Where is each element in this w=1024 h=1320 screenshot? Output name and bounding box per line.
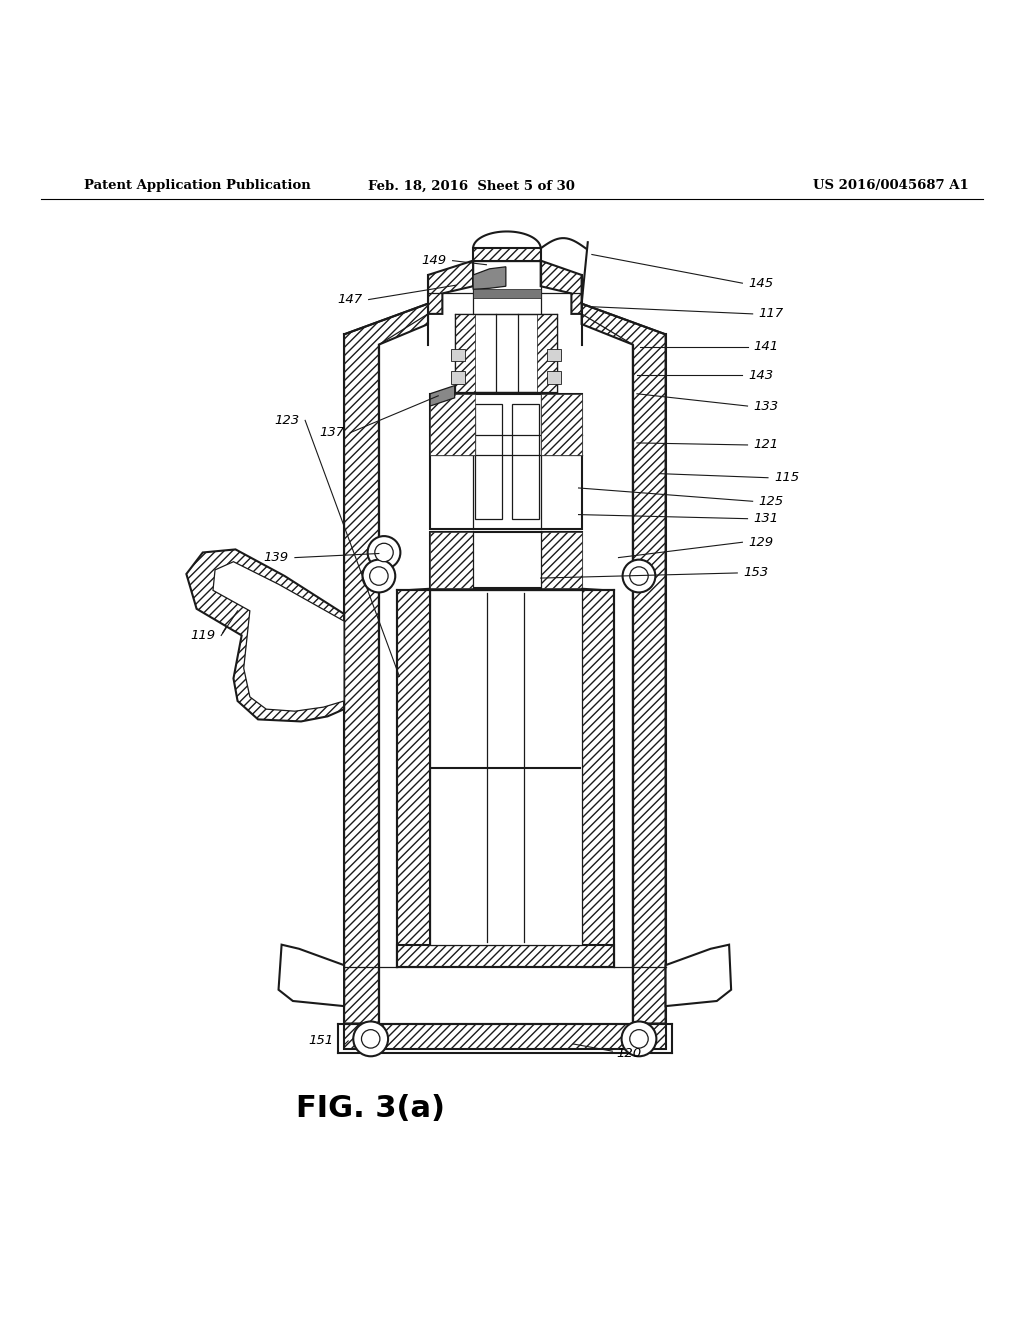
Text: 147: 147 [337, 293, 362, 306]
Polygon shape [344, 304, 428, 1023]
Polygon shape [537, 314, 557, 392]
Text: 125: 125 [759, 495, 784, 508]
Polygon shape [397, 945, 614, 968]
Text: 137: 137 [318, 426, 344, 440]
Polygon shape [582, 304, 666, 1023]
Bar [473, 289, 541, 297]
Bar [451, 348, 465, 360]
Polygon shape [541, 260, 582, 314]
Bar [455, 314, 557, 392]
Circle shape [375, 544, 393, 562]
Text: 141: 141 [754, 341, 779, 354]
Circle shape [368, 536, 400, 569]
Circle shape [361, 1030, 380, 1048]
Bar [475, 404, 502, 519]
Polygon shape [473, 248, 541, 260]
Text: 149: 149 [421, 255, 446, 267]
Polygon shape [473, 267, 506, 289]
Bar [451, 371, 465, 384]
Text: 120: 120 [616, 1047, 642, 1060]
Polygon shape [397, 590, 430, 968]
Polygon shape [430, 532, 473, 589]
Bar [430, 590, 582, 945]
Bar [512, 404, 539, 519]
Text: 115: 115 [774, 471, 800, 484]
Text: Patent Application Publication: Patent Application Publication [84, 180, 310, 193]
Polygon shape [344, 1023, 666, 1049]
Bar [430, 393, 582, 529]
Circle shape [370, 566, 388, 585]
Text: Feb. 18, 2016  Sheet 5 of 30: Feb. 18, 2016 Sheet 5 of 30 [368, 180, 574, 193]
Bar [547, 371, 561, 384]
Polygon shape [430, 393, 475, 455]
Circle shape [630, 566, 648, 585]
Polygon shape [186, 549, 344, 722]
Text: 133: 133 [754, 400, 779, 413]
Text: US 2016/0045687 A1: US 2016/0045687 A1 [813, 180, 969, 193]
Polygon shape [541, 393, 582, 455]
Text: 119: 119 [189, 628, 215, 642]
Bar [430, 532, 582, 589]
Text: 153: 153 [743, 566, 769, 579]
Polygon shape [213, 562, 344, 711]
Polygon shape [279, 945, 344, 1006]
Polygon shape [430, 385, 455, 407]
Text: 139: 139 [263, 552, 289, 564]
Circle shape [622, 1022, 656, 1056]
Polygon shape [455, 314, 475, 392]
Polygon shape [358, 292, 653, 1023]
Circle shape [623, 560, 655, 593]
Circle shape [362, 560, 395, 593]
Circle shape [630, 1030, 648, 1048]
Text: FIG. 3(a): FIG. 3(a) [296, 1094, 445, 1123]
Text: 129: 129 [749, 536, 774, 549]
Bar [547, 348, 561, 360]
Polygon shape [541, 532, 582, 589]
Text: 143: 143 [749, 368, 774, 381]
Text: 121: 121 [754, 438, 779, 451]
Text: 131: 131 [754, 512, 779, 525]
Text: 145: 145 [749, 277, 774, 289]
Circle shape [353, 1022, 388, 1056]
Polygon shape [666, 945, 731, 1006]
Text: 117: 117 [759, 308, 784, 321]
Polygon shape [428, 260, 473, 314]
Text: 123: 123 [273, 414, 299, 426]
Text: 151: 151 [308, 1035, 334, 1048]
Polygon shape [582, 590, 614, 968]
